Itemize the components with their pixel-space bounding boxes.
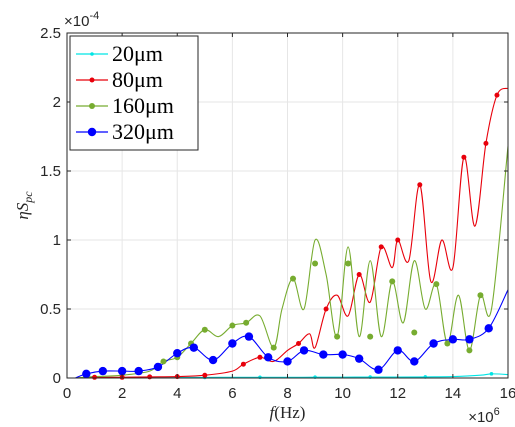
series-3-marker	[411, 329, 418, 336]
series-4-marker	[82, 369, 91, 379]
x-axis-unit: (Hz)	[274, 403, 305, 422]
series-4-marker	[338, 350, 347, 359]
series-3-marker	[433, 281, 440, 288]
x-tick-label: 16	[500, 385, 515, 402]
series-1-marker	[258, 375, 262, 380]
y-exponent-label: ×10-4	[64, 10, 99, 30]
series-3-marker	[270, 344, 277, 351]
series-2-marker	[296, 341, 302, 346]
y-tick-label: 2	[53, 94, 61, 111]
series-2-marker	[461, 154, 467, 160]
y-tick-label: 2.5	[40, 25, 61, 42]
series-2-marker	[395, 237, 401, 243]
series-2-marker	[494, 92, 500, 98]
legend-label: 80μm	[112, 67, 163, 92]
series-3-marker	[334, 333, 341, 340]
series-3-marker	[444, 340, 451, 347]
legend-item: 20μm	[76, 41, 163, 66]
series-4-marker	[208, 355, 218, 365]
series-4-marker	[374, 365, 383, 374]
series-3-marker	[243, 319, 250, 326]
x-tick-label: 10	[334, 385, 351, 402]
legend-item: 160μm	[76, 93, 174, 118]
series-2-marker	[323, 306, 329, 312]
legend-marker	[89, 77, 95, 83]
legend-label: 20μm	[112, 41, 163, 66]
series-3-marker	[389, 278, 396, 285]
series-4-marker	[465, 335, 474, 344]
series-4-marker	[189, 343, 198, 352]
series-3-marker	[160, 358, 167, 365]
series-2-marker	[257, 354, 263, 360]
series-3-marker	[290, 275, 297, 282]
legend-marker	[90, 52, 94, 56]
series-4-marker	[484, 324, 493, 333]
y-axis-variable: ηS	[13, 202, 32, 219]
x-tick-label: 8	[283, 385, 291, 402]
y-multiplier: ×10	[64, 13, 89, 30]
y-tick-label: 0	[53, 370, 61, 387]
series-4-marker	[117, 366, 127, 376]
y-tick-label: 1.5	[40, 163, 61, 180]
x-axis-variable: f	[270, 403, 277, 422]
legend-item: 320μm	[76, 119, 174, 144]
x-axis-label: f(Hz)	[270, 403, 306, 422]
series-4-marker	[410, 357, 419, 366]
legend-marker	[89, 103, 95, 109]
y-exponent: -4	[89, 10, 99, 22]
series-3-marker	[201, 326, 208, 333]
series-3-marker	[229, 322, 236, 329]
series-4-marker	[98, 366, 108, 376]
x-tick-label: 2	[118, 385, 126, 402]
series-4-marker	[244, 332, 254, 341]
series-4-marker	[319, 350, 328, 359]
x-exponent: 6	[494, 406, 500, 418]
legend-marker	[87, 127, 97, 137]
series-2-marker	[378, 244, 384, 250]
series-4-marker	[173, 348, 182, 358]
series-3-marker	[345, 260, 352, 267]
legend-label: 160μm	[112, 93, 174, 118]
series-2-marker	[417, 182, 423, 188]
series-2-marker	[356, 272, 362, 277]
x-tick-label: 6	[228, 385, 236, 402]
x-tick-label: 12	[389, 385, 406, 402]
series-2-marker	[483, 140, 489, 146]
series-4-marker	[134, 366, 143, 376]
series-1-marker	[489, 372, 494, 376]
series-line-2	[75, 87, 509, 379]
series-4-marker	[153, 362, 163, 372]
series-2-marker	[147, 374, 153, 380]
legend-label: 320μm	[112, 119, 174, 144]
series-4-marker	[228, 339, 237, 348]
x-tick-label: 4	[173, 385, 181, 402]
series-4-marker	[448, 335, 458, 344]
y-axis-subscript: pc	[21, 191, 35, 204]
x-tick-label: 0	[63, 385, 71, 402]
series-2-marker	[202, 372, 208, 378]
series-3-marker	[312, 260, 319, 267]
series-4-marker	[299, 346, 309, 355]
y-tick-label: 1	[53, 232, 61, 249]
series-2-marker	[92, 374, 98, 380]
y-tick-label: 0.5	[40, 301, 61, 318]
series-4-marker	[393, 346, 402, 355]
legend-item: 80μm	[76, 67, 163, 92]
series-4-marker	[264, 353, 273, 362]
series-2-marker	[240, 361, 246, 367]
series-3-marker	[477, 292, 484, 299]
series-4-marker	[283, 357, 292, 366]
series-layer	[75, 87, 509, 380]
x-exponent-label: ×106	[468, 406, 500, 426]
series-3-marker	[466, 347, 473, 354]
series-3-marker	[367, 333, 374, 340]
x-tick-label: 14	[445, 385, 462, 402]
x-multiplier: ×10	[468, 409, 493, 426]
series-4-marker	[429, 339, 438, 348]
y-axis-label: ηSpc	[13, 191, 35, 220]
ticks: 0 2 4 6 8 10 12 14 16 0 0.5 1 1.5 2 2.5	[40, 25, 515, 402]
series-4-marker	[354, 354, 364, 363]
